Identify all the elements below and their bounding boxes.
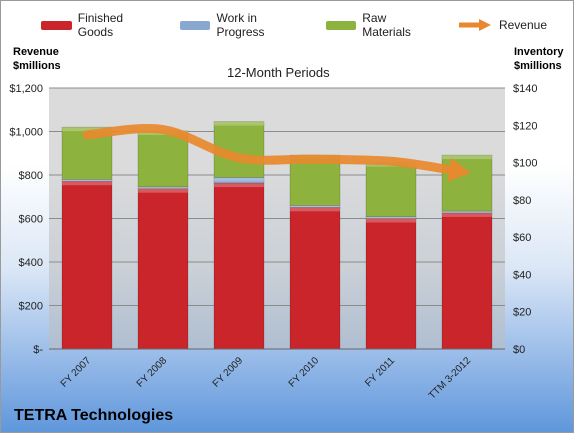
bar-raw-materials [137,130,189,188]
legend-label-revenue: Revenue [498,18,547,32]
revenue-line [82,124,458,175]
legend-swatch-finished-goods [41,20,72,30]
legend-swatch-revenue [458,19,491,31]
x-tick-label: FY 2009 [211,355,246,390]
legend-item-revenue: Revenue [457,18,547,32]
right-axis-title-line-1: Inventory [514,46,564,58]
bar-highlight [290,207,340,212]
bar-highlight [290,205,340,208]
bar-highlight [62,127,112,132]
bar-raw-materials [441,154,493,212]
legend-item-work-in-progress: Work in Progress [179,11,300,39]
right-tick-label: $140 [513,83,537,95]
legend: Finished Goods Work in Progress Raw Mate… [41,11,573,39]
left-tick-label: $200 [19,301,43,313]
left-tick-label: $1,000 [9,127,43,139]
right-tick-label: $20 [513,307,531,319]
right-tick-label: $100 [513,158,537,170]
bar-highlight [138,188,188,193]
x-tick-label: TTM 3-2012 [427,355,474,402]
legend-label-work-in-progress: Work in Progress [216,11,265,39]
bar-finished-goods [289,207,341,350]
bar-finished-goods [61,180,113,350]
bar-highlight [442,211,492,213]
company-name: TETRA Technologies [14,407,174,424]
legend-item-finished-goods: Finished Goods [41,11,154,39]
revenue-arrowhead [447,157,471,182]
legend-label-finished-goods: Finished Goods [77,11,124,39]
bar-finished-goods [213,182,265,350]
right-tick-label: $120 [513,120,537,132]
legend-swatch-raw-materials [325,20,357,30]
bar-finished-goods [137,188,189,350]
left-axis-title-line-1: Revenue [13,46,59,58]
x-tick-label: FY 2011 [363,355,397,389]
bar-highlight [62,179,112,182]
bar-highlight [62,181,112,186]
legend-item-raw-materials: Raw Materials [325,11,431,39]
left-tick-label: $- [33,344,43,356]
right-tick-label: $80 [513,195,531,207]
right-tick-label: $60 [513,232,531,244]
bar-finished-goods [365,218,417,350]
left-tick-label: $600 [19,214,43,226]
bar-highlight [214,183,264,188]
bar-raw-materials [365,162,417,217]
bar-highlight [138,186,188,189]
bar-highlight [214,121,264,126]
right-axis-title: Inventory $millions [514,45,564,73]
left-axis-title-line-2: $millions [13,60,61,72]
left-axis-title: Revenue $millions [13,45,61,73]
bar-highlight [442,212,492,217]
left-tick-label: $400 [19,257,43,269]
x-tick-label: FY 2010 [287,355,322,390]
bar-highlight [442,155,492,160]
x-tick-label: FY 2008 [135,355,170,390]
left-tick-label: $1,200 [9,83,43,95]
bar-finished-goods [441,212,493,350]
legend-label-raw-materials: Raw Materials [362,11,411,39]
bar-highlight [366,216,416,219]
left-tick-label: $800 [19,170,43,182]
bar-highlight [214,177,264,182]
bar-highlight [366,218,416,223]
chart-title: 12-Month Periods [227,65,330,80]
legend-swatch-work-in-progress [179,20,211,30]
x-tick-label: FY 2007 [59,355,94,390]
right-tick-label: $0 [513,344,525,356]
right-tick-label: $40 [513,269,531,281]
right-axis-title-line-2: $millions [514,60,562,72]
